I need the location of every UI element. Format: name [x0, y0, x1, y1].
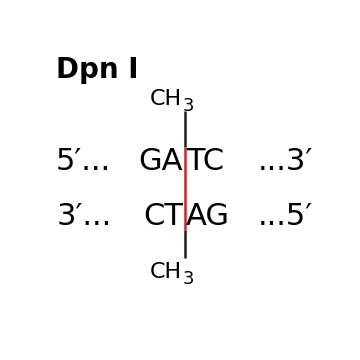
Text: CH: CH	[150, 262, 182, 282]
Text: CT: CT	[143, 202, 183, 231]
Text: 3: 3	[183, 96, 194, 114]
Text: AG: AG	[186, 202, 230, 231]
Text: 5′...: 5′...	[56, 147, 111, 176]
Text: GA: GA	[139, 147, 183, 176]
Text: 3′...: 3′...	[56, 202, 111, 231]
Text: Dpn I: Dpn I	[56, 56, 139, 84]
Text: ...5′: ...5′	[258, 202, 313, 231]
Text: 3: 3	[183, 270, 194, 288]
Text: ...3′: ...3′	[258, 147, 313, 176]
Text: TC: TC	[186, 147, 224, 176]
Text: CH: CH	[150, 89, 182, 109]
